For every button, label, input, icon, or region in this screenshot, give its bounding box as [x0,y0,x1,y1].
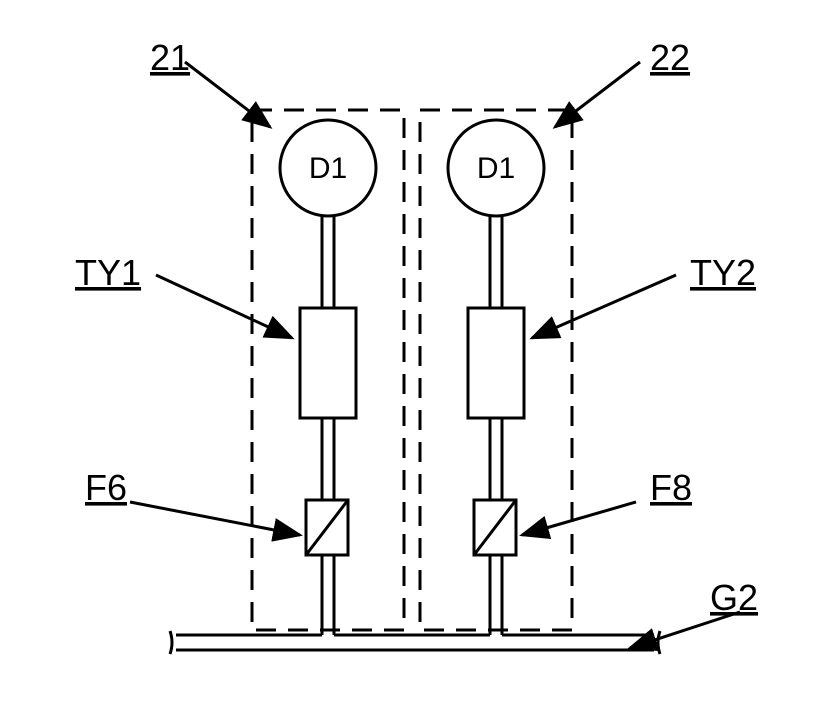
label-f6: F6 [85,467,127,508]
label-ty1: TY1 [75,252,141,293]
valve-diagonal-right [474,500,516,555]
label-ty2: TY2 [690,252,756,293]
rect-ty-right [468,308,524,418]
leader-a21 [185,62,270,127]
dashed-box-21 [252,110,404,630]
leader-aTY2 [532,275,676,338]
valve-diagonal-left [306,500,348,555]
label-21: 21 [150,37,190,78]
dashed-box-22 [420,110,572,630]
circle-label-left: D1 [309,152,347,185]
label-f8: F8 [650,467,692,508]
label-g2: G2 [710,577,758,618]
leader-aF6 [130,502,300,535]
label-22: 22 [650,37,690,78]
schematic-diagram: D1 D1 21 22 TY1 TY2 F6 F8 G2 [0,0,823,723]
leader-a22 [555,62,640,127]
circle-label-right: D1 [477,152,515,185]
pipe-break-left [170,631,172,654]
rect-ty-left [300,308,356,418]
leader-aTY1 [156,275,292,338]
pipe-break-right [658,631,660,654]
leader-aF8 [522,502,636,535]
